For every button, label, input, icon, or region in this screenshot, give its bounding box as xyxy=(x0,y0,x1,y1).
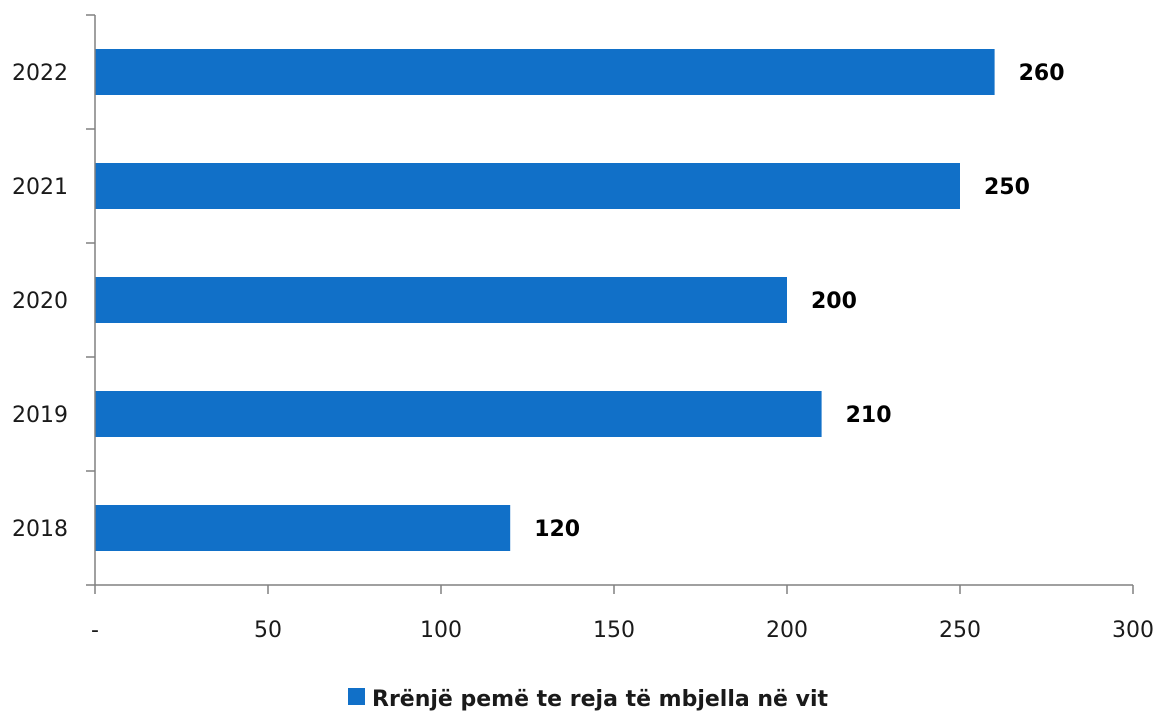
legend: Rrënjë pemë te reja të mbjella në vit xyxy=(348,687,829,712)
data-label-2019: 210 xyxy=(846,403,892,428)
y-tick-label-2022: 2022 xyxy=(12,61,68,86)
x-tick-label-50: 50 xyxy=(254,618,282,643)
bar-2022 xyxy=(95,49,995,95)
bar-2020 xyxy=(95,277,787,323)
bar-2021 xyxy=(95,163,960,209)
data-label-2020: 200 xyxy=(811,289,857,314)
y-tick-label-2021: 2021 xyxy=(12,175,68,200)
data-label-2018: 120 xyxy=(534,517,580,542)
data-label-2021: 250 xyxy=(984,175,1030,200)
bar-2018 xyxy=(95,505,510,551)
y-tick-label-2019: 2019 xyxy=(12,403,68,428)
x-tick-label-150: 150 xyxy=(593,618,635,643)
x-tick-label-100: 100 xyxy=(420,618,462,643)
x-tick-labels-group: - 50 100 150 200 250 300 xyxy=(91,618,1154,643)
legend-swatch xyxy=(348,688,365,705)
x-tick-label-250: 250 xyxy=(939,618,981,643)
y-tick-label-2018: 2018 xyxy=(12,517,68,542)
data-label-2022: 260 xyxy=(1019,61,1065,86)
x-tick-label-0: - xyxy=(91,618,99,643)
x-tick-label-300: 300 xyxy=(1112,618,1154,643)
bars-group xyxy=(95,49,995,551)
y-tick-label-2020: 2020 xyxy=(12,289,68,314)
y-tick-labels-group: 2018 2019 2020 2021 2022 xyxy=(12,61,68,542)
bar-2019 xyxy=(95,391,822,437)
x-tick-label-200: 200 xyxy=(766,618,808,643)
legend-label: Rrënjë pemë te reja të mbjella në vit xyxy=(372,687,829,712)
